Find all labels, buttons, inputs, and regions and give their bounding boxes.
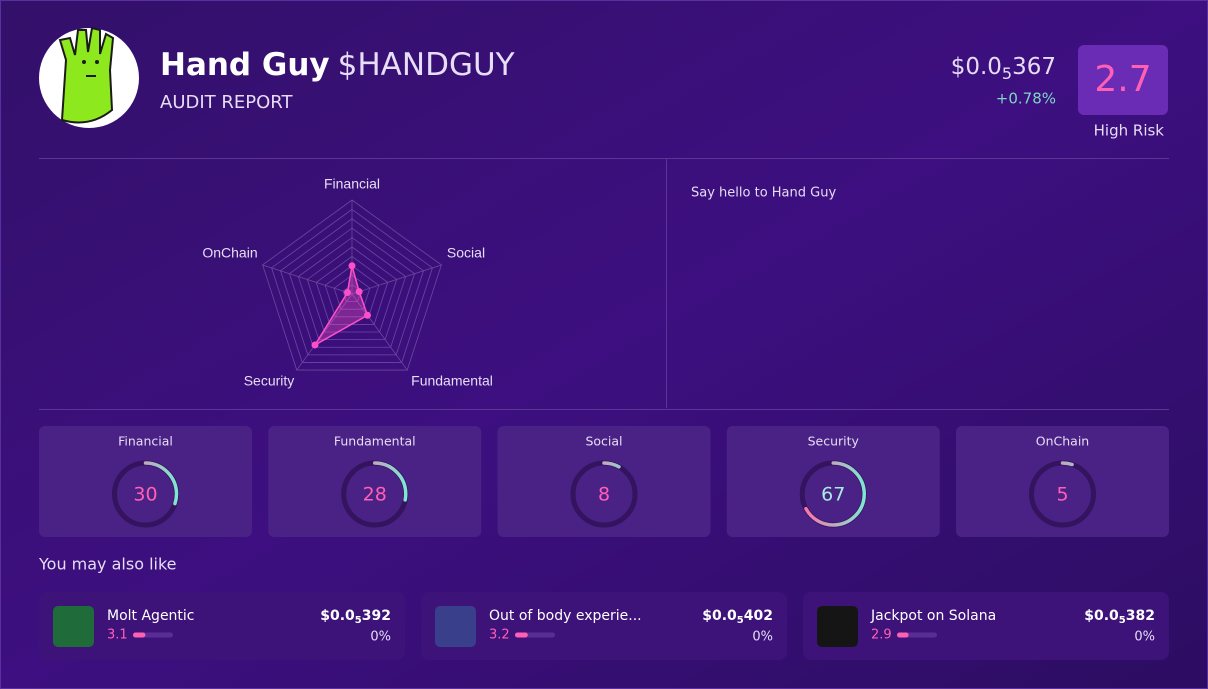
radar-spoke [351,264,442,295]
related-card[interactable]: Jackpot on Solana 2.9 $0.05382 0% [803,592,1169,660]
price-prefix: $0.0 [702,608,737,624]
score-value: 67 [821,484,845,506]
price-zeros: 5 [737,615,744,626]
radar-ring [297,237,407,341]
radar-ring [333,274,371,310]
score-value: 28 [363,484,387,506]
related-card[interactable]: Molt Agentic 3.1 $0.05392 0% [39,592,405,660]
radar-label: OnChain [202,245,257,261]
token-score: 3.2 [489,628,510,643]
radar-label: Financial [324,176,380,192]
score-box [1078,45,1168,115]
price-digits: 382 [1126,608,1155,624]
score-value: 8 [598,484,610,506]
gauge-arc [571,461,637,527]
related-card-bg [39,592,405,660]
radar-chart: Financial Social Fundamental Security OnChai… [202,176,492,389]
score-bar [133,632,146,638]
score-value: 5 [1056,484,1068,506]
score-label: Financial [118,434,173,449]
token-icon [53,606,94,647]
radar-spoke [262,264,353,295]
gauge-arc [342,461,408,527]
related-card-bg [421,592,787,660]
radar-ring [288,227,416,348]
description: Say hello to Hand Guy [691,186,836,201]
score-label: OnChain [1036,434,1089,449]
radar-area [314,265,369,346]
score-bar [897,632,909,638]
score-card [39,426,252,537]
score-card [268,426,482,537]
token-change: 0% [1134,630,1155,645]
score-card [497,426,711,537]
score-card [726,426,940,537]
radar-point [355,288,363,296]
price-zeros: 5 [355,615,362,626]
score-value: 30 [133,484,157,506]
price-digits: 367 [1012,54,1056,80]
price-zeros: 5 [1002,64,1012,83]
price-digits: 402 [744,608,773,624]
token-change: 0% [370,630,391,645]
radar-spoke [296,293,353,371]
radar-ring [271,208,433,363]
radar-ring [306,246,398,333]
score-bar [515,632,528,638]
gauge-arc [800,461,866,527]
subtitle: AUDIT REPORT [160,92,293,113]
token-name: Jackpot on Solana [870,608,996,624]
token-icon [817,606,858,647]
risk-label: High Risk [1094,122,1165,140]
token-score: 3.1 [107,628,128,643]
related-card[interactable]: Out of body experie... 3.2 $0.05402 0% [421,592,787,660]
radar-point [344,289,352,297]
score-label: Fundamental [334,434,416,449]
token-ticker: $HANDGUY [338,47,515,83]
token-score: 2.9 [871,628,892,643]
token-change: 0% [752,630,773,645]
gauge-arc [1029,461,1096,527]
related-card-bg [803,592,1169,660]
price-zeros: 5 [1119,615,1126,626]
price-prefix: $0.0 [1084,608,1119,624]
gauge-arc [112,461,179,527]
avatar [39,26,139,128]
radar-ring [280,218,424,356]
token-price: $0.05382 [1084,608,1155,626]
token-title: Hand Guy $HANDGUY [160,47,515,83]
score-card [956,426,1169,537]
score-label: Social [585,434,622,449]
radar-label: Security [244,373,295,389]
token-icon [435,606,476,647]
radar-point [311,341,319,349]
token-name: Out of body experie... [489,608,642,624]
price-prefix: $0.0 [951,54,1002,80]
radar-label: Social [447,245,485,261]
section-title: You may also like [38,555,177,574]
token-name: Hand Guy [160,47,330,83]
radar-label: Fundamental [411,373,493,389]
radar-point [348,262,356,270]
token-price: $0.05392 [320,608,391,626]
price-change: +0.78% [996,90,1056,108]
price: $0.05367 [951,54,1056,83]
radar-spoke [351,293,408,371]
token-price: $0.05402 [702,608,773,626]
radar-ring [262,199,442,371]
overall-score: 2.7 [1094,59,1151,100]
price-prefix: $0.0 [320,608,355,624]
score-label: Security [808,434,860,449]
radar-point [363,311,371,319]
radar-ring [324,265,380,318]
token-name: Molt Agentic [107,608,195,624]
price-digits: 392 [362,608,391,624]
